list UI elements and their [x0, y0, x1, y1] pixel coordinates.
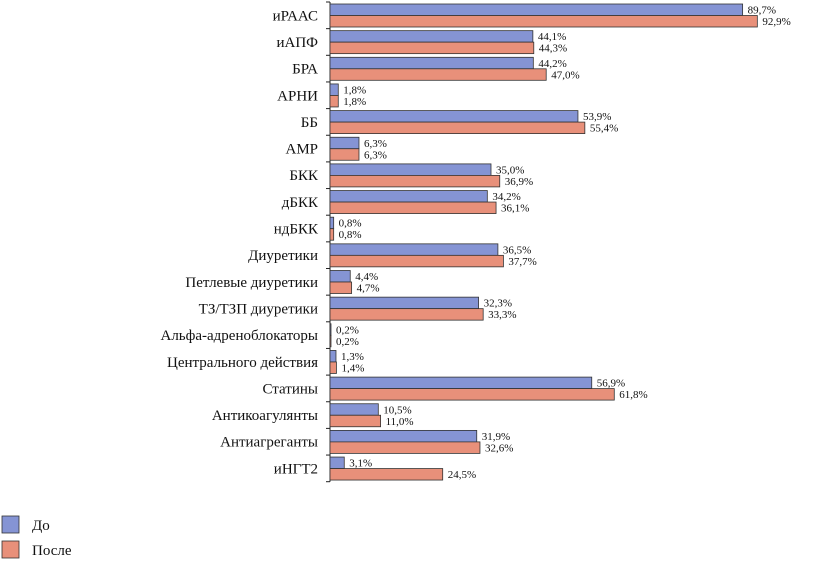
category-label: Центрального действия	[167, 355, 318, 371]
bar-before	[329, 83, 339, 96]
bar-before	[329, 3, 744, 16]
data-label: 1,4%	[341, 362, 364, 374]
bar-after	[329, 308, 484, 321]
bar-after	[329, 281, 353, 294]
category-label: БРА	[292, 62, 318, 78]
bar-after	[329, 41, 535, 55]
data-label: 53,9%	[583, 111, 611, 123]
data-label: 10,5%	[383, 404, 411, 416]
data-label: 55,4%	[590, 123, 618, 135]
category-label: Альфа-адреноблокаторы	[160, 328, 318, 344]
legend-label-before: До	[32, 518, 50, 534]
bar-after	[329, 414, 381, 428]
data-label: 3,1%	[349, 458, 372, 470]
data-label: 36,5%	[503, 244, 531, 256]
bar-after	[329, 468, 444, 481]
data-label: 31,9%	[482, 431, 510, 443]
bar-before	[329, 429, 478, 443]
data-label: 11,0%	[386, 416, 414, 428]
bar-after	[329, 174, 501, 188]
bar-before	[329, 190, 488, 203]
data-label: 34,2%	[492, 191, 520, 203]
category-label: АМР	[285, 142, 318, 158]
data-label: 56,9%	[597, 378, 625, 390]
category-label: ТЗ/ТЗП диуретики	[199, 301, 318, 317]
legend-swatch-before	[1, 515, 20, 534]
category-label: иРААС	[273, 8, 318, 24]
data-label: 0,2%	[336, 336, 359, 348]
data-label: 4,4%	[355, 271, 378, 283]
data-label: 4,7%	[357, 283, 380, 295]
category-label: ББ	[301, 115, 318, 131]
bar-after	[329, 68, 547, 81]
data-label: 1,8%	[343, 96, 366, 108]
bar-before	[329, 296, 479, 310]
data-label: 0,8%	[339, 229, 362, 241]
bar-before	[329, 323, 332, 336]
bar-after	[329, 388, 615, 401]
bar-after	[329, 121, 586, 134]
bar-before	[329, 136, 360, 150]
legend-label-after: После	[32, 543, 72, 559]
data-label: 32,6%	[485, 442, 513, 454]
bar-before	[329, 216, 335, 230]
category-label: иАПФ	[276, 35, 318, 51]
bar-before	[329, 30, 534, 43]
category-label: Петлевые диуретики	[185, 275, 318, 291]
bar-after	[329, 228, 335, 241]
data-label: 33,3%	[488, 309, 516, 321]
category-label: иНГТ2	[274, 461, 318, 477]
bar-after	[329, 201, 497, 214]
data-label: 0,2%	[336, 324, 359, 336]
data-label: 44,3%	[539, 43, 567, 55]
bar-before	[329, 270, 351, 283]
category-label: ндБКК	[274, 222, 319, 238]
data-label: 61,8%	[619, 389, 647, 401]
data-label: 1,8%	[343, 84, 366, 96]
data-label: 0,8%	[339, 218, 362, 230]
category-label: БКК	[289, 168, 319, 184]
category-label: Диуретики	[248, 248, 318, 264]
bar-before	[329, 110, 579, 123]
category-label: Антикоагулянты	[212, 408, 318, 424]
bar-after	[329, 361, 337, 374]
bar-after	[329, 334, 332, 348]
bar-before	[329, 243, 499, 256]
bar-after	[329, 148, 360, 161]
data-label: 6,3%	[364, 138, 387, 150]
data-label: 35,0%	[496, 164, 524, 176]
bar-before	[329, 376, 593, 390]
category-label: АРНИ	[277, 88, 318, 104]
legend-swatch-after	[1, 540, 20, 559]
category-label: дБКК	[282, 195, 319, 211]
data-label: 32,3%	[484, 298, 512, 310]
data-label: 44,1%	[538, 31, 566, 43]
data-label: 6,3%	[364, 149, 387, 161]
bar-after	[329, 15, 758, 28]
data-label: 92,9%	[762, 16, 790, 28]
data-label: 44,2%	[538, 58, 566, 70]
category-label: Статины	[262, 381, 318, 397]
data-label: 36,9%	[505, 176, 533, 188]
data-label: 24,5%	[448, 469, 476, 481]
bar-before	[329, 56, 534, 70]
bar-before	[329, 403, 379, 416]
bar-after	[329, 441, 481, 454]
data-label: 1,3%	[341, 351, 364, 363]
bar-before	[329, 456, 345, 469]
bar-before	[329, 350, 337, 363]
data-label: 89,7%	[748, 5, 776, 17]
data-label: 37,7%	[508, 256, 536, 268]
data-label: 47,0%	[551, 69, 579, 81]
bar-before	[329, 163, 492, 176]
bar-after	[329, 95, 339, 108]
data-label: 36,1%	[501, 203, 529, 215]
bar-after	[329, 254, 504, 268]
category-label: Антиагреганты	[220, 435, 318, 451]
